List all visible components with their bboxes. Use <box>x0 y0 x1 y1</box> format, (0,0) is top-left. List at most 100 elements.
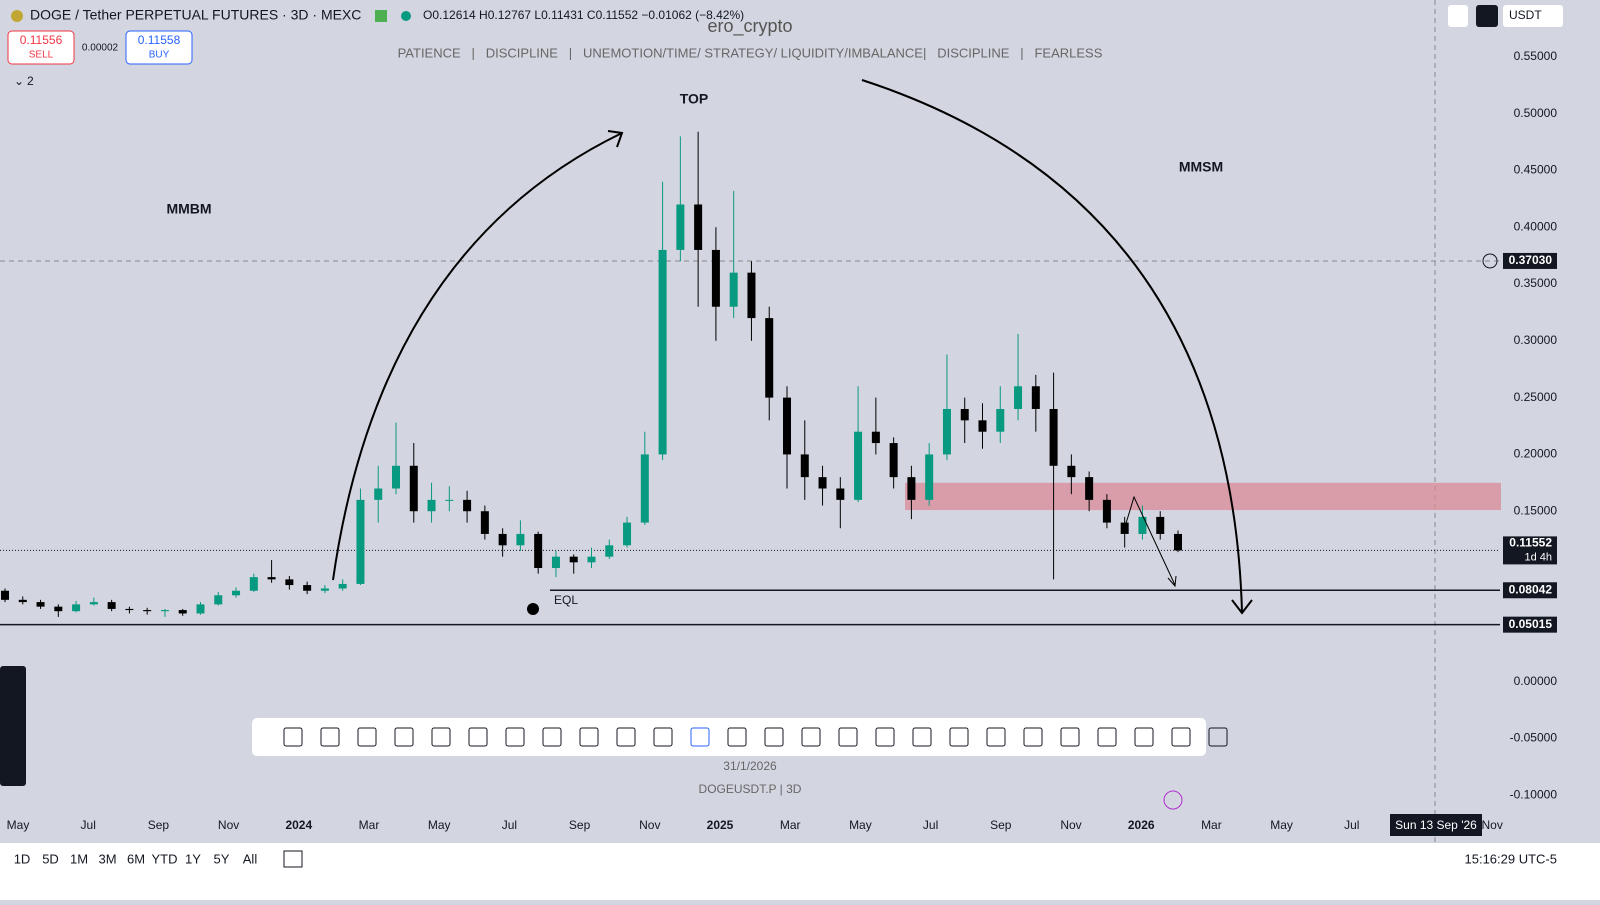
x-tick-label: Mar <box>1201 818 1222 832</box>
indicator-count[interactable]: 2 <box>27 74 34 88</box>
arc-down <box>861 79 1243 613</box>
tool-icon[interactable] <box>1134 727 1154 747</box>
range-button[interactable]: 1D <box>14 851 31 866</box>
candle-body <box>392 465 400 489</box>
candle-body <box>107 602 116 609</box>
sell-button[interactable] <box>7 30 75 65</box>
tool-icon[interactable] <box>727 727 747 747</box>
candle-body <box>1174 533 1182 551</box>
tool-icon[interactable] <box>357 727 377 747</box>
x-tick-label: Mar <box>780 818 801 832</box>
date-range-icon[interactable] <box>283 850 303 868</box>
x-tick-label: Jul <box>502 818 517 832</box>
eql-price-box <box>1503 582 1557 599</box>
candle-body <box>249 577 258 591</box>
buy-button[interactable] <box>125 30 193 65</box>
x-tick-label: Nov <box>639 818 660 832</box>
clock: 15:16:29 UTC-5 <box>1465 851 1558 866</box>
range-button[interactable]: All <box>243 851 258 866</box>
candle-body <box>18 599 27 603</box>
zigzag-arrow <box>1123 495 1177 588</box>
currency: USDT <box>1509 8 1542 22</box>
annotation: MMSM <box>1179 159 1223 175</box>
tool-icon[interactable] <box>320 727 340 747</box>
eql-price-label: 0.08042 <box>1509 582 1553 596</box>
candle-body <box>694 204 703 250</box>
candle-body <box>54 606 63 612</box>
tool-icon[interactable] <box>912 727 932 747</box>
candle-body <box>1031 386 1040 409</box>
candle-body <box>551 556 560 569</box>
lightning-icon[interactable] <box>1163 790 1183 810</box>
candle-body <box>356 499 365 584</box>
bottom-bar <box>0 843 1600 900</box>
candle-body <box>89 602 98 605</box>
tool-icon[interactable] <box>468 727 488 747</box>
candle-body <box>765 318 774 398</box>
candle-body <box>214 595 223 605</box>
candle-body <box>978 420 987 432</box>
add-alert-icon[interactable] <box>1482 253 1498 269</box>
currency-select[interactable] <box>1503 5 1563 27</box>
range-button[interactable]: 1Y <box>185 851 201 866</box>
range-button[interactable]: 5D <box>42 851 59 866</box>
side-toolbar[interactable] <box>0 666 26 786</box>
range-button[interactable]: 3M <box>98 851 116 866</box>
tool-icon[interactable] <box>505 727 525 747</box>
tool-icon[interactable] <box>801 727 821 747</box>
toggle-button[interactable] <box>1476 5 1498 27</box>
annotation: EQL <box>554 593 578 607</box>
x-tick-label: Jul <box>1344 818 1359 832</box>
tool-icon[interactable] <box>838 727 858 747</box>
tool-icon[interactable] <box>542 727 562 747</box>
tool-icon[interactable] <box>875 727 895 747</box>
tool-icon[interactable] <box>1171 727 1191 747</box>
candle-body <box>1138 516 1147 534</box>
tool-icon[interactable] <box>653 727 673 747</box>
arrowhead <box>1231 599 1253 615</box>
tool-icon[interactable] <box>579 727 599 747</box>
candle-body <box>36 602 45 607</box>
candle-body <box>640 454 649 523</box>
download-button[interactable] <box>1448 5 1468 27</box>
x-tick-label: May <box>849 818 872 832</box>
coin-icon <box>11 10 23 22</box>
y-tick-label: 0.25000 <box>1514 390 1558 404</box>
candle-body <box>658 249 667 455</box>
x-tick-label: May <box>7 818 30 832</box>
drawing-toolbar <box>252 718 1206 756</box>
collapse-icon[interactable]: ⌄ <box>14 74 24 88</box>
y-tick-label: 0.35000 <box>1514 276 1558 290</box>
candle-body <box>729 272 738 307</box>
y-tick-label: 0.30000 <box>1514 333 1558 347</box>
tool-icon[interactable] <box>1097 727 1117 747</box>
y-tick-label: 0.15000 <box>1514 503 1558 517</box>
candle-body <box>569 556 578 563</box>
tool-icon[interactable] <box>616 727 636 747</box>
tool-icon[interactable] <box>949 727 969 747</box>
range-button[interactable]: YTD <box>152 851 178 866</box>
tool-icon[interactable] <box>764 727 784 747</box>
candle-body <box>942 408 951 455</box>
range-button[interactable]: 5Y <box>214 851 230 866</box>
candle-body <box>285 579 294 586</box>
candle-body <box>711 249 720 307</box>
tool-icon[interactable] <box>394 727 414 747</box>
x-tick-label: 2025 <box>707 818 734 832</box>
tool-icon[interactable] <box>1023 727 1043 747</box>
tool-icon[interactable] <box>431 727 451 747</box>
tool-icon[interactable] <box>986 727 1006 747</box>
candle-body <box>72 604 81 612</box>
tool-icon[interactable] <box>1208 727 1228 747</box>
x-tick-label: Sep <box>148 818 170 832</box>
range-button[interactable]: 6M <box>127 851 145 866</box>
tool-icon[interactable] <box>1060 727 1080 747</box>
candle-body <box>889 443 898 478</box>
x-tick-label: Jul <box>923 818 938 832</box>
ohlc: O0.12614 H0.12767 L0.11431 C0.11552 −0.0… <box>423 8 744 22</box>
tool-icon[interactable] <box>690 727 710 747</box>
range-button[interactable]: 1M <box>70 851 88 866</box>
x-tick-label: Nov <box>1482 818 1503 832</box>
flag-icon <box>375 10 387 22</box>
tool-icon[interactable] <box>283 727 303 747</box>
